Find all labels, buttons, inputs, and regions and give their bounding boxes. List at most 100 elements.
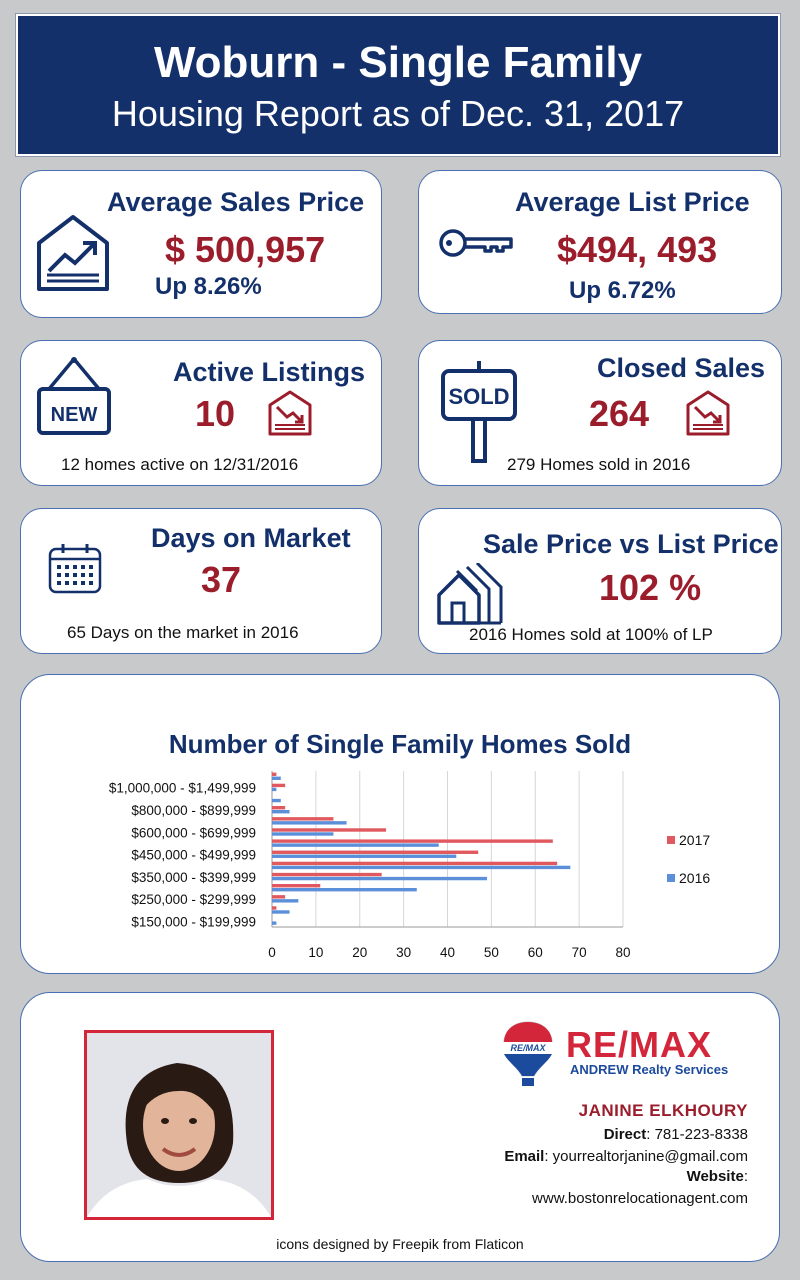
avg-sales-value: $ 500,957: [165, 229, 326, 270]
closed-sales-card: SOLD Closed Sales 264 279 Homes sold in …: [418, 340, 782, 486]
avg-list-value: $494, 493: [557, 229, 718, 270]
days-on-market-title: Days on Market: [151, 523, 351, 553]
active-listings-value: 10: [195, 393, 236, 434]
avg-list-title: Average List Price: [515, 187, 750, 217]
email-address[interactable]: : yourrealtorjanine@gmail.com: [544, 1148, 748, 1165]
icon-credits: icons designed by Freepik from Flaticon: [276, 1236, 524, 1252]
x-tick-label: 20: [352, 945, 367, 960]
bar-2017: [272, 783, 286, 788]
closed-sales-note: 279 Homes sold in 2016: [507, 455, 691, 474]
bar-2016: [272, 876, 487, 881]
website-label: Website: [686, 1168, 744, 1185]
calendar-icon: [48, 544, 102, 594]
bar-2017: [272, 828, 387, 832]
svg-text:RE/MAX: RE/MAX: [510, 1043, 546, 1053]
chart-title: Number of Single Family Homes Sold: [168, 729, 632, 759]
y-tick-label: $350,000 - $399,999: [131, 870, 256, 885]
closed-sales-title: Closed Sales: [597, 353, 766, 383]
x-tick-label: 30: [396, 945, 411, 960]
legend-swatch-2016: [667, 874, 675, 882]
x-tick-label: 0: [268, 945, 276, 960]
bar-2016: [272, 865, 571, 870]
bar-2016: [272, 787, 277, 792]
new-sign-icon: NEW: [37, 357, 111, 435]
bar-2016: [272, 810, 290, 814]
agent-website-label: Website:: [687, 1168, 748, 1185]
bar-2017: [272, 806, 286, 810]
avg-sales-change: Up 8.26%: [155, 273, 262, 300]
y-tick-label: $600,000 - $699,999: [131, 825, 256, 840]
avg-sales-title: Average Sales Price: [107, 187, 365, 217]
bar-2016: [272, 832, 334, 836]
bar-2017: [272, 772, 277, 776]
bar-2016: [272, 776, 281, 780]
days-on-market-value: 37: [201, 559, 242, 600]
bar-2016: [272, 899, 299, 903]
active-listings-title: Active Listings: [173, 357, 366, 387]
house-decline-icon: [268, 390, 312, 436]
active-listings-note: 12 homes active on 12/31/2016: [61, 455, 299, 474]
bar-2017: [272, 872, 382, 877]
chart-card: Number of Single Family Homes Sold 0 10 20…: [20, 674, 780, 974]
key-icon: [439, 229, 513, 257]
sale-vs-list-title: Sale Price vs List Price: [483, 529, 779, 559]
days-on-market-card: Days on Market 37 65 Days on the market …: [20, 508, 382, 654]
avg-list-change: Up 6.72%: [569, 277, 676, 304]
avg-sales-card: Average Sales Price $ 500,957 Up 8.26%: [20, 170, 382, 318]
agent-photo: [84, 1030, 274, 1220]
y-tick-label: $450,000 - $499,999: [131, 848, 256, 863]
bar-2016: [272, 798, 281, 803]
legend-label-2017: 2017: [679, 832, 710, 848]
y-tick-label: $150,000 - $199,999: [131, 914, 256, 929]
avg-list-card: Average List Price $494, 493 Up 6.72%: [418, 170, 782, 314]
agent-website[interactable]: www.bostonrelocationagent.com: [532, 1190, 748, 1207]
x-tick-label: 70: [572, 945, 587, 960]
bar-2017: [272, 884, 321, 888]
bar-2016: [272, 888, 417, 892]
bar-2016: [272, 843, 439, 847]
direct-label: Direct: [603, 1126, 647, 1143]
svg-text:NEW: NEW: [51, 404, 98, 426]
bar-2016: [272, 910, 290, 914]
report-header: Woburn - Single Family Housing Report as…: [16, 14, 780, 156]
sale-vs-list-note: 2016 Homes sold at 100% of LP: [469, 625, 713, 644]
sale-vs-list-value: 102 %: [599, 567, 702, 608]
agent-name: JANINE ELKHOURY: [578, 1101, 748, 1120]
bar-2017: [272, 895, 286, 899]
agent-direct: Direct: 781-223-8338: [604, 1126, 748, 1143]
agent-email: Email: yourrealtorjanine@gmail.com: [504, 1148, 748, 1165]
report-subtitle: Housing Report as of Dec. 31, 2017: [111, 93, 685, 134]
house-growth-icon: [37, 215, 109, 291]
legend-label-2016: 2016: [679, 870, 710, 886]
closed-sales-value: 264: [589, 393, 650, 434]
active-listings-card: NEW Active Listings 10 12 homes active o…: [20, 340, 382, 486]
agent-portrait-image: [87, 1033, 271, 1217]
days-on-market-note: 65 Days on the market in 2016: [67, 623, 299, 642]
website-colon: :: [743, 1168, 748, 1185]
x-tick-label: 40: [440, 945, 455, 960]
sold-sign-icon: SOLD: [441, 361, 517, 463]
bar-2017: [272, 861, 558, 866]
brand-name: RE/MAX: [566, 1024, 713, 1065]
bar-chart: 0 10 20 30 40 50 60 70 80 $150,000 - $199,999 $250…: [109, 771, 710, 960]
y-tick-label: $250,000 - $299,999: [131, 892, 256, 907]
house-decline-icon: [686, 390, 730, 436]
x-tick-label: 80: [615, 945, 630, 960]
bar-2017: [272, 850, 479, 854]
direct-phone[interactable]: : 781-223-8338: [646, 1126, 748, 1143]
x-tick-label: 60: [528, 945, 543, 960]
report-title: Woburn - Single Family: [153, 38, 643, 87]
x-tick-label: 10: [308, 945, 323, 960]
sale-vs-list-card: Sale Price vs List Price 102 % 2016 Home…: [418, 508, 782, 654]
bar-2016: [272, 821, 347, 825]
brand-subtitle: ANDREW Realty Services: [570, 1062, 729, 1077]
bar-2017: [272, 906, 277, 910]
y-tick-label: $800,000 - $899,999: [131, 803, 256, 818]
x-tick-label: 50: [484, 945, 499, 960]
svg-text:SOLD: SOLD: [448, 384, 509, 409]
remax-balloon-logo: RE/MAX: [503, 1021, 553, 1086]
bar-2017: [272, 839, 553, 843]
bar-2017: [272, 817, 334, 821]
bar-2016: [272, 921, 277, 925]
email-label: Email: [504, 1148, 545, 1165]
